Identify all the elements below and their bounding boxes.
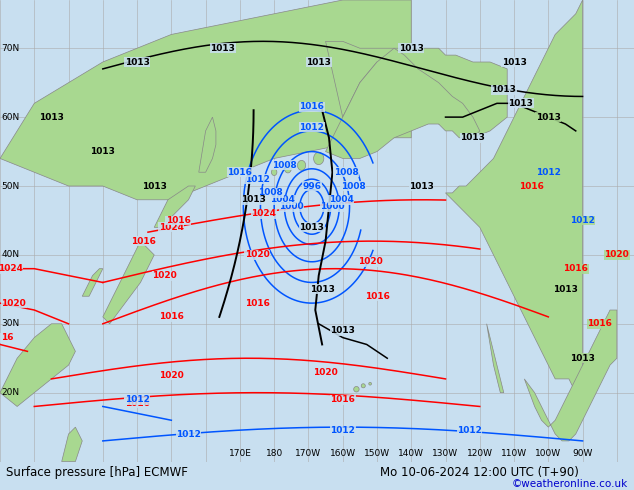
Text: 1000: 1000	[320, 202, 345, 211]
Text: 1016: 1016	[159, 313, 184, 321]
Polygon shape	[271, 169, 277, 175]
Text: 120W: 120W	[467, 449, 493, 458]
Text: 1013: 1013	[91, 147, 115, 156]
Polygon shape	[103, 241, 154, 324]
Text: 1024: 1024	[0, 264, 23, 273]
Polygon shape	[487, 324, 504, 392]
Text: 1013: 1013	[460, 133, 486, 142]
Polygon shape	[82, 269, 103, 296]
Polygon shape	[354, 387, 359, 392]
Text: 996: 996	[302, 181, 321, 191]
Text: 1013: 1013	[330, 326, 355, 335]
Polygon shape	[285, 165, 291, 173]
Text: 1013: 1013	[399, 44, 424, 53]
Text: 1016: 1016	[125, 398, 150, 408]
Text: 1020: 1020	[604, 250, 629, 259]
Text: 1016: 1016	[563, 264, 588, 273]
Text: 170W: 170W	[295, 449, 321, 458]
Text: 1013: 1013	[553, 285, 578, 294]
Text: 1020: 1020	[245, 250, 269, 259]
Polygon shape	[369, 382, 372, 385]
Text: 1013: 1013	[142, 181, 167, 191]
Polygon shape	[199, 117, 216, 172]
Text: 1012: 1012	[457, 426, 482, 435]
Text: 1016: 1016	[587, 319, 612, 328]
Text: 1020: 1020	[159, 371, 184, 380]
Polygon shape	[154, 186, 195, 227]
Text: 1016: 1016	[365, 292, 389, 301]
Text: 1020: 1020	[358, 257, 382, 266]
Text: 1016: 1016	[131, 237, 157, 245]
Text: 60N: 60N	[2, 113, 20, 122]
Text: 150W: 150W	[364, 449, 390, 458]
Polygon shape	[297, 160, 306, 171]
Text: 1016: 1016	[245, 298, 269, 308]
Text: 1012: 1012	[299, 123, 325, 132]
Text: 180: 180	[266, 449, 283, 458]
Text: 1013: 1013	[299, 223, 325, 232]
Text: 1012: 1012	[330, 426, 355, 435]
Text: 1013: 1013	[570, 354, 595, 363]
Text: 1013: 1013	[309, 285, 335, 294]
Text: 170E: 170E	[228, 449, 251, 458]
Text: 1013: 1013	[306, 57, 331, 67]
Polygon shape	[361, 384, 365, 388]
Text: Surface pressure [hPa] ECMWF: Surface pressure [hPa] ECMWF	[6, 466, 188, 479]
Text: 1004: 1004	[328, 196, 353, 204]
Text: 1004: 1004	[270, 196, 295, 204]
Text: 1024: 1024	[252, 209, 276, 218]
Text: 1013: 1013	[536, 113, 560, 122]
Text: 110W: 110W	[501, 449, 527, 458]
Text: 1013: 1013	[125, 57, 150, 67]
Text: 1013: 1013	[210, 44, 235, 53]
Text: 100W: 100W	[535, 449, 561, 458]
Text: 1013: 1013	[508, 99, 533, 108]
Text: 1013: 1013	[491, 85, 516, 94]
Text: 1016: 1016	[299, 102, 325, 111]
Text: 16: 16	[1, 333, 13, 342]
Text: 130W: 130W	[432, 449, 458, 458]
Text: 1016: 1016	[165, 216, 191, 225]
Text: 1013: 1013	[501, 57, 526, 67]
Polygon shape	[326, 48, 480, 158]
Text: Mo 10-06-2024 12:00 UTC (T+90): Mo 10-06-2024 12:00 UTC (T+90)	[380, 466, 579, 479]
Text: 1012: 1012	[536, 168, 560, 177]
Text: 70N: 70N	[2, 44, 20, 53]
Polygon shape	[446, 0, 583, 407]
Polygon shape	[524, 310, 617, 441]
Text: 1012: 1012	[245, 174, 269, 184]
Polygon shape	[326, 41, 507, 138]
Text: 1016: 1016	[228, 168, 252, 177]
Text: 20N: 20N	[2, 388, 20, 397]
Text: 1020: 1020	[1, 298, 26, 308]
Polygon shape	[0, 324, 75, 407]
Text: 90W: 90W	[573, 449, 593, 458]
Text: 1020: 1020	[313, 368, 338, 376]
Text: 1013: 1013	[241, 196, 266, 204]
Text: 50N: 50N	[2, 181, 20, 191]
Text: 40N: 40N	[2, 250, 20, 259]
Text: 1016: 1016	[330, 395, 355, 404]
Text: 1012: 1012	[125, 395, 150, 404]
Text: 1008: 1008	[272, 161, 297, 170]
Text: 1012: 1012	[176, 430, 201, 439]
Text: 1013: 1013	[409, 181, 434, 191]
Text: 1013: 1013	[39, 113, 64, 122]
Text: 1008: 1008	[340, 181, 365, 191]
Text: 1024: 1024	[159, 223, 184, 232]
Text: 140W: 140W	[398, 449, 424, 458]
Polygon shape	[61, 427, 82, 462]
Text: 30N: 30N	[2, 319, 20, 328]
Polygon shape	[314, 152, 324, 165]
Text: 160W: 160W	[330, 449, 356, 458]
Text: 1012: 1012	[570, 216, 595, 225]
Text: 1008: 1008	[333, 168, 358, 177]
Text: 1020: 1020	[152, 271, 177, 280]
Text: 1016: 1016	[519, 181, 543, 191]
Text: ©weatheronline.co.uk: ©weatheronline.co.uk	[512, 479, 628, 489]
Text: 1008: 1008	[259, 188, 283, 197]
Text: 1000: 1000	[279, 202, 304, 211]
Polygon shape	[0, 0, 411, 200]
